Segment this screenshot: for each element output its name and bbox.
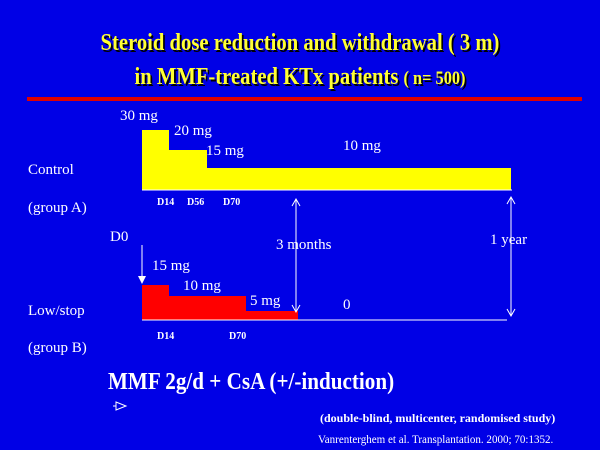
study-note: (double-blind, multicenter, randomised s… [320, 411, 556, 425]
slide-title-line2: in MMF-treated KTx patients ( n= 500) [42, 64, 558, 91]
control-label: Control [28, 162, 74, 178]
title-line1-main: Steroid dose reduction and withdrawal [100, 30, 448, 56]
one-year-arrow-head-bottom [506, 308, 516, 318]
control-dose-10: 10 mg [343, 138, 381, 154]
lowstop-label: Low/stop [28, 303, 85, 319]
control-dose-bar [142, 130, 511, 190]
lowstop-day-d14: D14 [157, 331, 175, 342]
control-day-d14: D14 [157, 197, 175, 208]
control-day-d56: D56 [187, 197, 205, 208]
lowstop-dose-bar [142, 285, 298, 320]
three-months-arrow-head-bottom [291, 304, 301, 314]
slide-title-line1: Steroid dose reduction and withdrawal ( … [42, 30, 558, 57]
timeline-end: 1 year [490, 232, 528, 248]
control-dose-30: 30 mg [120, 108, 158, 124]
control-group: (group A) [28, 200, 87, 216]
one-year-arrow-head-top [506, 195, 516, 205]
control-dose-15: 15 mg [206, 143, 244, 159]
title-divider [27, 97, 582, 101]
lowstop-group: (group B) [28, 340, 87, 356]
lowstop-dose-5: 5 mg [250, 293, 281, 309]
title-line2-paren: ( n= 500) [403, 68, 466, 89]
timeline-mid: 3 months [276, 237, 332, 253]
control-day-d70: D70 [223, 197, 241, 208]
lowstop-day-d70: D70 [229, 331, 247, 342]
title-line1-paren: ( 3 m) [447, 30, 500, 56]
lowstop-dose-15: 15 mg [152, 258, 190, 274]
citation: Vanrenterghem et al. Transplantation. 20… [318, 432, 554, 446]
d0-arrow-head [138, 276, 146, 284]
lowstop-dose-0: 0 [343, 297, 351, 313]
title-line2-main: in MMF-treated KTx patients [134, 64, 404, 90]
three-months-arrow-head-top [291, 197, 301, 207]
lowstop-dose-10: 10 mg [183, 278, 221, 294]
control-dose-20: 20 mg [174, 123, 212, 139]
bullet-arrow-icon [115, 401, 128, 411]
timeline-start: D0 [110, 229, 129, 245]
regimen-text: MMF 2g/d + CsA (+/-induction) [108, 369, 395, 395]
